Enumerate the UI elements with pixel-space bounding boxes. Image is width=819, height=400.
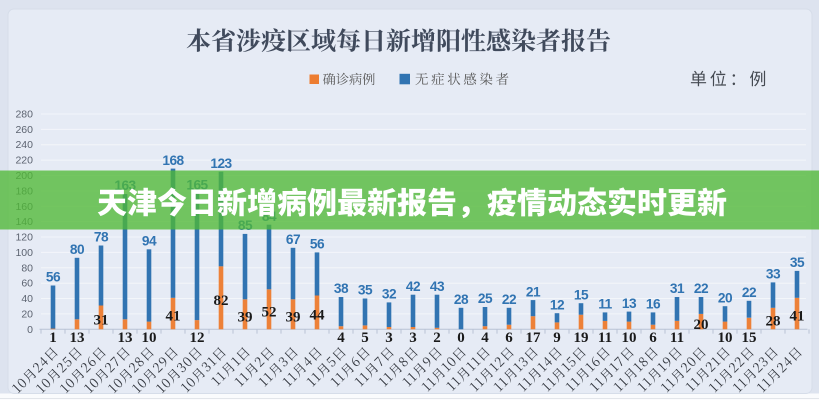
svg-text:20: 20 bbox=[21, 308, 33, 320]
svg-text:123: 123 bbox=[210, 156, 232, 171]
svg-text:31: 31 bbox=[94, 313, 109, 329]
svg-text:22: 22 bbox=[742, 285, 757, 300]
svg-text:15: 15 bbox=[742, 330, 757, 346]
svg-text:43: 43 bbox=[430, 279, 445, 294]
svg-text:60: 60 bbox=[21, 278, 33, 290]
svg-text:41: 41 bbox=[166, 309, 181, 325]
svg-text:80: 80 bbox=[21, 262, 33, 274]
svg-text:32: 32 bbox=[382, 287, 397, 302]
svg-text:25: 25 bbox=[478, 291, 493, 306]
svg-text:6: 6 bbox=[649, 330, 657, 346]
svg-text:120: 120 bbox=[15, 232, 33, 244]
svg-text:12: 12 bbox=[190, 330, 205, 346]
svg-text:39: 39 bbox=[238, 310, 253, 326]
svg-text:260: 260 bbox=[15, 124, 33, 136]
svg-text:82: 82 bbox=[214, 293, 229, 309]
svg-text:94: 94 bbox=[142, 234, 157, 249]
svg-text:22: 22 bbox=[502, 292, 517, 307]
svg-text:39: 39 bbox=[286, 310, 301, 326]
svg-text:13: 13 bbox=[118, 330, 133, 346]
svg-text:4: 4 bbox=[481, 330, 489, 346]
svg-text:15: 15 bbox=[574, 287, 589, 302]
svg-text:10: 10 bbox=[622, 330, 637, 346]
svg-text:78: 78 bbox=[94, 230, 109, 245]
svg-text:1: 1 bbox=[49, 330, 57, 346]
svg-text:3: 3 bbox=[385, 330, 393, 346]
svg-text:52: 52 bbox=[262, 305, 277, 321]
svg-text:28: 28 bbox=[454, 292, 469, 307]
svg-text:100: 100 bbox=[15, 247, 33, 259]
svg-text:40: 40 bbox=[21, 293, 33, 305]
svg-text:17: 17 bbox=[526, 330, 542, 346]
svg-text:11: 11 bbox=[598, 330, 612, 346]
svg-text:16: 16 bbox=[646, 297, 661, 312]
svg-text:67: 67 bbox=[286, 232, 301, 247]
svg-text:42: 42 bbox=[406, 279, 421, 294]
svg-text:5: 5 bbox=[361, 330, 369, 346]
svg-text:240: 240 bbox=[15, 139, 33, 151]
svg-text:56: 56 bbox=[310, 237, 325, 252]
svg-text:20: 20 bbox=[694, 317, 709, 333]
svg-text:13: 13 bbox=[70, 330, 85, 346]
svg-text:41: 41 bbox=[790, 309, 805, 325]
svg-text:9: 9 bbox=[553, 330, 561, 346]
svg-text:220: 220 bbox=[15, 155, 33, 167]
svg-text:33: 33 bbox=[766, 267, 781, 282]
svg-text:80: 80 bbox=[70, 242, 85, 257]
svg-text:10: 10 bbox=[142, 330, 157, 346]
svg-text:168: 168 bbox=[162, 153, 184, 168]
svg-text:21: 21 bbox=[526, 284, 541, 299]
svg-text:6: 6 bbox=[505, 330, 513, 346]
svg-text:0: 0 bbox=[457, 330, 465, 346]
svg-text:28: 28 bbox=[766, 314, 781, 330]
svg-text:11: 11 bbox=[598, 297, 612, 312]
svg-text:10: 10 bbox=[718, 330, 733, 346]
svg-text:0: 0 bbox=[27, 324, 33, 336]
svg-text:280: 280 bbox=[15, 109, 33, 121]
svg-text:12: 12 bbox=[550, 297, 565, 312]
svg-text:22: 22 bbox=[694, 281, 709, 296]
svg-text:56: 56 bbox=[46, 270, 61, 285]
svg-text:19: 19 bbox=[574, 330, 589, 346]
svg-text:4: 4 bbox=[337, 330, 345, 346]
svg-text:3: 3 bbox=[409, 330, 417, 346]
svg-text:44: 44 bbox=[310, 308, 326, 324]
svg-text:35: 35 bbox=[358, 283, 373, 298]
svg-text:13: 13 bbox=[622, 296, 637, 311]
svg-text:38: 38 bbox=[334, 281, 349, 296]
svg-text:31: 31 bbox=[670, 281, 685, 296]
svg-text:11: 11 bbox=[670, 330, 684, 346]
svg-text:2: 2 bbox=[433, 330, 441, 346]
svg-text:20: 20 bbox=[718, 290, 733, 305]
svg-text:35: 35 bbox=[790, 255, 805, 270]
